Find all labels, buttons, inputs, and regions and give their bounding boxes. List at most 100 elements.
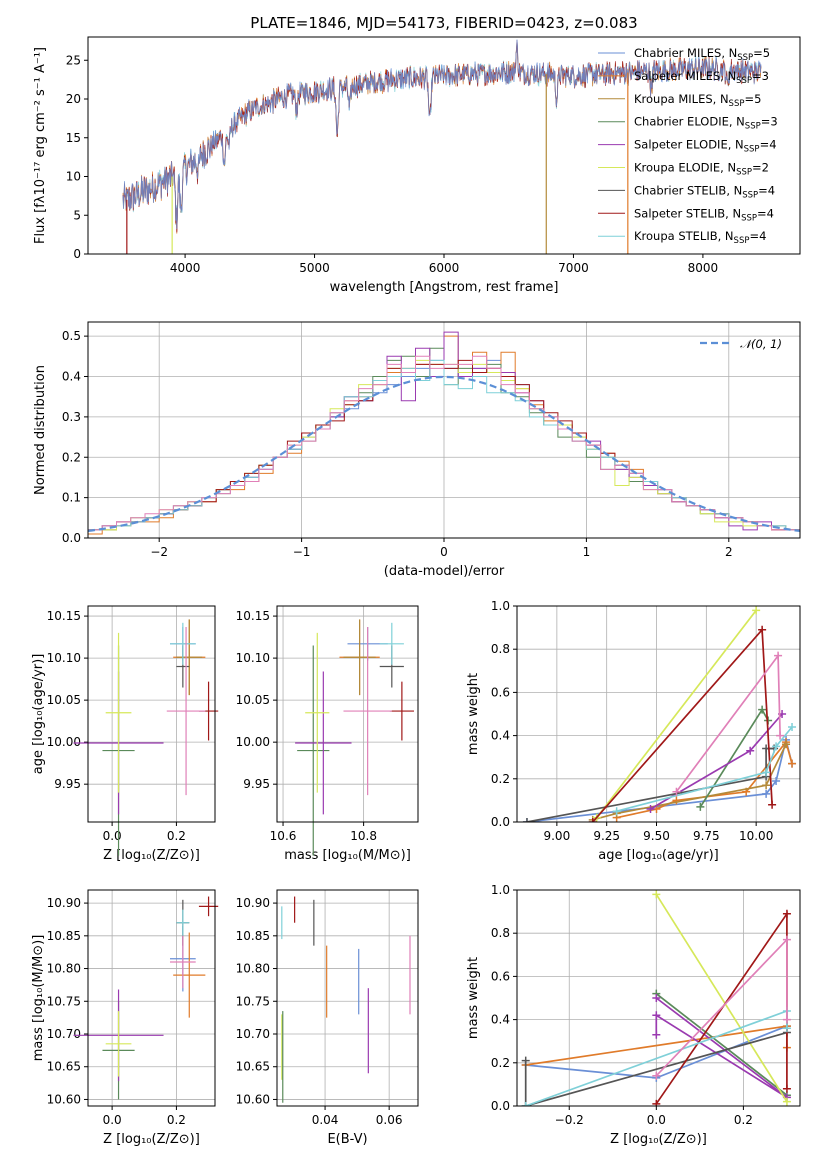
mass-vs-Z-ylabel: mass [log₁₀(M/M⊙)] (31, 935, 46, 1062)
mass-vs-ebv-ytick-label: 10.85 (236, 929, 270, 943)
weight-vs-age-marker (762, 768, 771, 777)
spectrum-xtick-label: 8000 (688, 261, 719, 275)
age-vs-Z-xtick-label: 0.2 (167, 829, 186, 843)
mass-vs-Z-xlabel: Z [log₁₀(Z/Z⊙)] (103, 1132, 200, 1147)
age-vs-Z-xtick-label: 0.0 (103, 829, 122, 843)
weight-vs-Z-marker (782, 1015, 791, 1024)
legend-text: Kroupa ELODIE, N (634, 161, 736, 175)
mass-vs-Z-points (73, 896, 219, 1100)
residuals-ytick-label: 0.5 (62, 329, 81, 343)
weight-vs-age-xtick-label: 9.25 (593, 829, 620, 843)
legend-text: Salpeter ELODIE, N (634, 138, 744, 152)
weight-vs-age-marker (782, 740, 791, 749)
weight-vs-age-marker (752, 606, 761, 615)
legend-text: Chabrier MILES, N (634, 46, 737, 60)
spectrum-legend-label: Chabrier MILES, NSSP=5 (634, 46, 770, 63)
spectrum-xtick-label: 7000 (558, 261, 589, 275)
spectrum-xlabel: wavelength [Angstrom, rest frame] (330, 280, 559, 295)
weight-vs-age-xlabel: age [log₁₀(age/yr)] (598, 848, 719, 863)
legend-text: Salpeter STELIB, N (634, 206, 741, 220)
weight-vs-age-marker (762, 781, 771, 790)
legend-sub: SSP (737, 53, 753, 63)
spectrum-frame (87, 36, 801, 255)
legend-sub: SSP (729, 99, 745, 109)
residuals-legend-label: 𝒩(0, 1) (740, 337, 782, 351)
weight-vs-age-marker (612, 807, 621, 816)
weight-vs-Z-marker (782, 935, 791, 944)
legend-tail: =5 (744, 92, 761, 106)
mass-vs-ebv-ytick-label: 10.65 (236, 1060, 270, 1074)
weight-vs-age-marker (788, 759, 797, 768)
spectrum-series-line (122, 39, 762, 230)
legend-sub: SSP (744, 145, 760, 155)
age-vs-mass-frame (276, 605, 419, 823)
weight-vs-age-marker (788, 722, 797, 731)
legend-text: Salpeter MILES, N (634, 69, 736, 83)
weight-vs-Z-marker (652, 1071, 661, 1080)
legend-sub: SSP (745, 122, 761, 132)
mass-vs-Z-ytick-label: 10.70 (47, 1027, 81, 1041)
age-vs-Z-ytick-label: 9.95 (54, 777, 81, 791)
residuals-xtick-label: −1 (293, 545, 311, 559)
weight-vs-Z-xlabel: Z [log₁₀(Z/Z⊙)] (610, 1132, 707, 1147)
residuals-xlabel: (data-model)/error (384, 564, 505, 579)
weight-vs-age-axes: 9.00 9.25 9.50 9.75 10.00 0.0 0.2 0.4 0.6 0.8 1.0 a… (466, 599, 800, 863)
weight-vs-age-xtick-label: 9.75 (693, 829, 720, 843)
age-vs-mass-xlabel: mass [log₁₀(M/M⊙)] (284, 848, 411, 863)
mass-vs-Z-ytick-label: 10.90 (47, 896, 81, 910)
weight-vs-age-marker (768, 800, 777, 809)
weight-vs-age-series-line (592, 743, 787, 821)
weight-vs-age-marker (646, 805, 655, 814)
age-vs-mass-axes: 10.6 10.8 9.95 10.00 10.05 10.10 10.15 mass [lo… (236, 606, 418, 863)
residuals-ylabel: Normed distribution (33, 365, 48, 495)
weight-vs-Z-series-line (655, 993, 788, 1096)
mass-vs-Z-ytick-label: 10.60 (47, 1092, 81, 1106)
residuals-ytick-label: 0.3 (62, 410, 81, 424)
legend-tail: =4 (749, 229, 766, 243)
mass-vs-ebv-ytick-label: 10.60 (236, 1092, 270, 1106)
mass-vs-ebv-xlabel: E(B-V) (327, 1132, 367, 1147)
age-vs-Z-ytick-label: 10.05 (47, 693, 81, 707)
age-vs-Z-xlabel: Z [log₁₀(Z/Z⊙)] (103, 848, 200, 863)
mass-vs-Z-ytick-label: 10.75 (47, 994, 81, 1008)
spectrum-ylabel: Flux [fλ10⁻¹⁷ erg cm⁻² s⁻¹ A⁻¹] (33, 47, 48, 244)
legend-tail: =2 (752, 161, 769, 175)
weight-vs-Z-xtick-label: 0.0 (647, 1113, 666, 1127)
spectrum-xtick-label: 6000 (429, 261, 460, 275)
spectrum-legend-label: Salpeter MILES, NSSP=3 (634, 69, 769, 86)
mass-vs-ebv-ytick-label: 10.75 (236, 994, 270, 1008)
legend-text: Chabrier ELODIE, N (634, 115, 745, 129)
age-vs-Z-ytick-label: 10.15 (47, 609, 81, 623)
residuals-axes: −2 −1 0 1 2 0.0 0.1 0.2 0.3 0.4 0.5 (data-model)/er… (33, 322, 800, 579)
weight-vs-Z-series-line (524, 1031, 788, 1106)
weight-vs-Z-marker (521, 1102, 530, 1106)
mass-vs-Z-xtick-label: 0.2 (167, 1113, 186, 1127)
mass-vs-ebv-ytick-label: 10.70 (236, 1027, 270, 1041)
age-vs-Z-ytick-label: 10.00 (47, 735, 81, 749)
spectrum-ytick-label: 0 (73, 247, 81, 261)
legend-sub: SSP (736, 168, 752, 178)
spectrum-ytick-label: 25 (66, 53, 81, 67)
legend-sub: SSP (741, 213, 757, 223)
mass-vs-Z-xtick-label: 0.0 (103, 1113, 122, 1127)
age-vs-Z-axes: 0.0 0.2 9.95 10.00 10.05 10.10 10.15 Z [log₁₀(Z… (31, 606, 215, 863)
age-vs-mass-xtick-label: 10.6 (270, 829, 297, 843)
weight-vs-Z-xtick-label: −0.2 (555, 1113, 584, 1127)
weight-vs-Z-ytick-label: 0.2 (491, 1056, 510, 1070)
weight-vs-age-series-line (699, 708, 769, 808)
weight-vs-age-marker (762, 789, 771, 798)
residuals-xtick-label: 2 (725, 545, 733, 559)
weight-vs-Z-marker (521, 1056, 530, 1065)
weight-vs-age-ytick-label: 1.0 (491, 599, 510, 613)
weight-vs-age-marker (772, 742, 781, 751)
spectrum-legend-label: Chabrier STELIB, NSSP=4 (634, 183, 775, 200)
weight-vs-age-marker (522, 818, 531, 822)
legend-tail: =4 (760, 138, 777, 152)
weight-vs-Z-frame (516, 889, 801, 1107)
weight-vs-age-ytick-label: 0.6 (491, 685, 510, 699)
spectrum-lines (122, 39, 762, 254)
weight-vs-Z-marker (652, 1030, 661, 1039)
weight-vs-age-ytick-label: 0.2 (491, 772, 510, 786)
